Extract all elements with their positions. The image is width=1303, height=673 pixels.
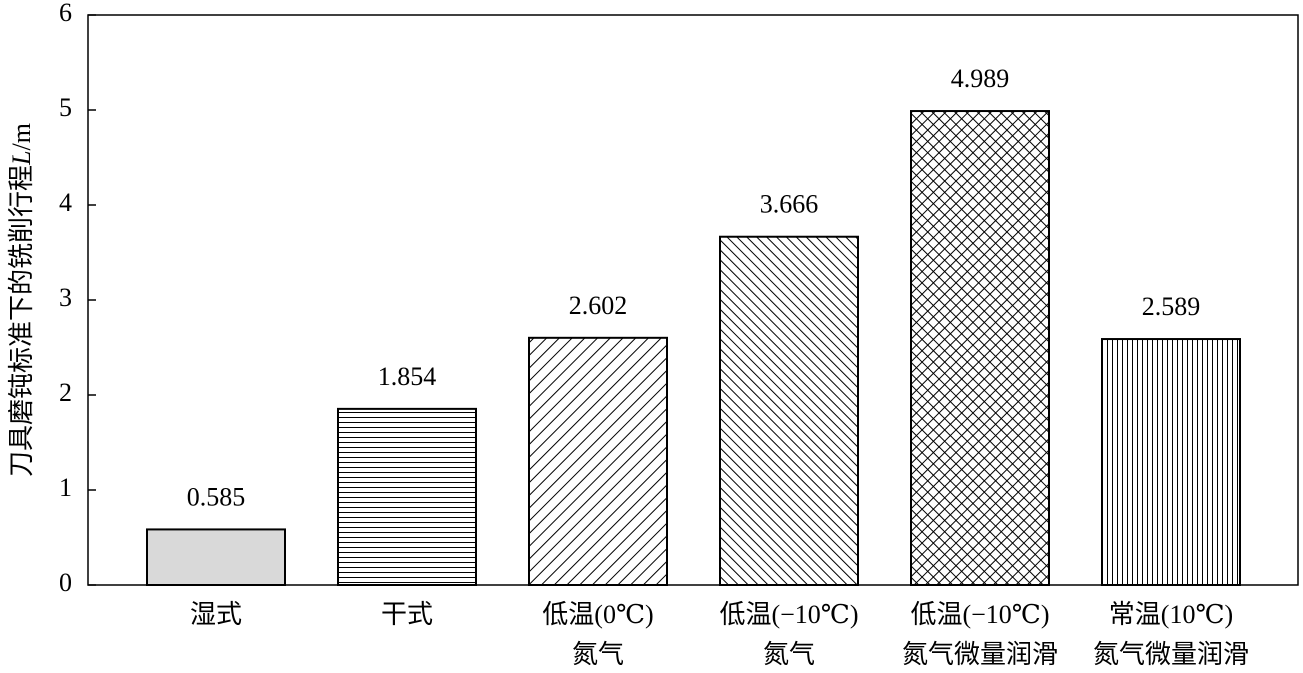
bar <box>910 110 1050 586</box>
y-axis-label: 刀具磨钝标准下的铣削行程L/m <box>7 123 36 477</box>
y-tick-label: 2 <box>59 378 72 407</box>
y-tick-label: 6 <box>59 0 72 27</box>
x-tick-label: 氮气微量润滑 <box>1093 640 1249 669</box>
data-label: 1.854 <box>378 362 437 391</box>
bar <box>337 407 477 586</box>
y-tick-label: 3 <box>59 283 72 312</box>
x-tick-label: 氮气 <box>763 640 815 669</box>
bar <box>1101 338 1241 587</box>
y-tick-label: 4 <box>59 188 72 217</box>
data-label: 2.602 <box>569 291 628 320</box>
data-label: 4.989 <box>951 64 1010 93</box>
x-tick-label: 低温(0℃) <box>542 600 653 629</box>
data-label: 2.589 <box>1142 292 1201 321</box>
x-tick-label: 低温(−10℃) <box>910 600 1049 629</box>
x-tick-label: 低温(−10℃) <box>719 600 858 629</box>
bar <box>146 528 286 586</box>
x-tick-label: 常温(10℃) <box>1109 600 1233 629</box>
x-tick-label: 氮气 <box>572 640 624 669</box>
x-tick-label: 氮气微量润滑 <box>902 640 1058 669</box>
y-tick-label: 0 <box>59 568 72 597</box>
x-tick-label: 湿式 <box>190 600 242 629</box>
x-tick-label: 干式 <box>381 600 433 629</box>
data-label: 0.585 <box>187 482 246 511</box>
y-tick-label: 5 <box>59 93 72 122</box>
y-tick-label: 1 <box>59 473 72 502</box>
data-label: 3.666 <box>760 190 819 219</box>
bar <box>719 235 859 586</box>
bar <box>528 336 668 586</box>
